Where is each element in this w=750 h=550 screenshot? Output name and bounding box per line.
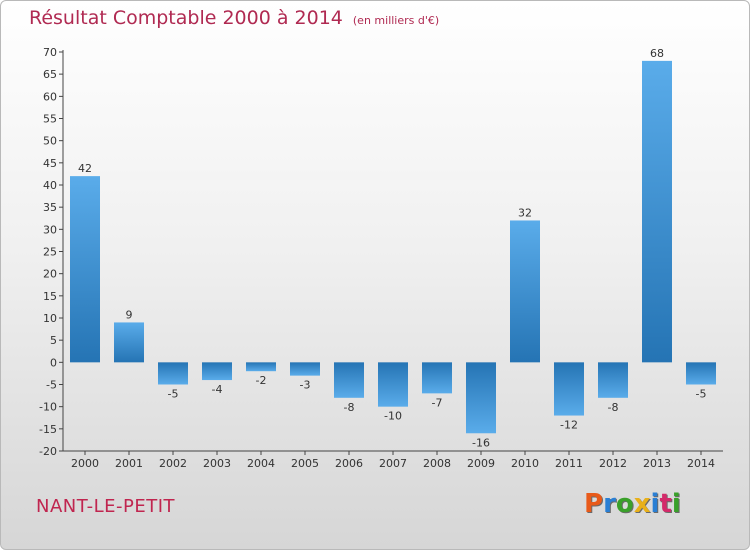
x-tick-label: 2014 xyxy=(687,457,715,470)
bar-2004 xyxy=(246,362,276,372)
data-label-2004: -2 xyxy=(256,374,267,387)
y-tick-label: 10 xyxy=(43,312,57,325)
data-label-2014: -5 xyxy=(696,388,707,401)
x-tick-label: 2010 xyxy=(511,457,539,470)
logo-letter: P xyxy=(584,489,604,519)
data-label-2001: 9 xyxy=(126,308,133,321)
bar-2003 xyxy=(202,362,232,381)
commune-name: NANT-LE-PETIT xyxy=(36,496,176,517)
x-tick-label: 2008 xyxy=(423,457,451,470)
logo-letter: i xyxy=(650,489,660,519)
data-label-2009: -16 xyxy=(472,436,490,449)
y-tick-label: 65 xyxy=(43,68,57,81)
bar-2001 xyxy=(114,322,144,363)
y-tick-label: 35 xyxy=(43,201,57,214)
x-tick-label: 2012 xyxy=(599,457,627,470)
bar-2012 xyxy=(598,362,628,398)
y-tick-label: 55 xyxy=(43,113,57,126)
logo-letter: r xyxy=(603,489,616,519)
x-tick-label: 2007 xyxy=(379,457,407,470)
data-label-2007: -10 xyxy=(384,410,402,423)
y-tick-label: -10 xyxy=(39,401,57,414)
x-tick-label: 2004 xyxy=(247,457,275,470)
bar-2006 xyxy=(334,362,364,398)
x-tick-label: 2009 xyxy=(467,457,495,470)
y-tick-label: -15 xyxy=(39,423,57,436)
data-label-2012: -8 xyxy=(608,401,619,414)
y-tick-label: -5 xyxy=(46,379,57,392)
y-tick-label: 0 xyxy=(50,356,57,369)
bar-2008 xyxy=(422,362,452,394)
logo-letter: o xyxy=(615,489,634,519)
x-tick-label: 2000 xyxy=(71,457,99,470)
x-tick-label: 2001 xyxy=(115,457,143,470)
data-label-2010: 32 xyxy=(518,206,532,219)
y-tick-label: 50 xyxy=(43,135,57,148)
data-label-2013: 68 xyxy=(650,47,664,60)
y-tick-label: 70 xyxy=(43,46,57,59)
logo-letter: x xyxy=(633,489,651,519)
y-tick-label: 15 xyxy=(43,290,57,303)
data-label-2006: -8 xyxy=(344,401,355,414)
bar-2014 xyxy=(686,362,716,385)
x-tick-label: 2011 xyxy=(555,457,583,470)
y-tick-label: 40 xyxy=(43,179,57,192)
bar-2010 xyxy=(510,220,540,363)
x-tick-label: 2003 xyxy=(203,457,231,470)
y-tick-label: 45 xyxy=(43,157,57,170)
y-tick-label: 60 xyxy=(43,90,57,103)
bar-2000 xyxy=(70,176,100,363)
y-tick-label: 30 xyxy=(43,223,57,236)
bar-2005 xyxy=(290,362,320,376)
bar-2002 xyxy=(158,362,188,385)
x-tick-label: 2005 xyxy=(291,457,319,470)
logo-letter: t xyxy=(659,489,672,519)
bar-2011 xyxy=(554,362,584,416)
data-label-2005: -3 xyxy=(300,379,311,392)
proxiti-logo: Proxiti xyxy=(584,489,681,519)
logo-letter: i xyxy=(671,489,681,519)
y-tick-label: -20 xyxy=(39,445,57,458)
chart-subtitle: (en milliers d'€) xyxy=(352,14,440,27)
x-tick-label: 2013 xyxy=(643,457,671,470)
bar-2007 xyxy=(378,362,408,407)
data-label-2008: -7 xyxy=(432,396,443,409)
x-tick-label: 2002 xyxy=(159,457,187,470)
y-tick-label: 25 xyxy=(43,246,57,259)
y-tick-label: 5 xyxy=(50,334,57,347)
x-tick-label: 2006 xyxy=(335,457,363,470)
data-label-2003: -4 xyxy=(212,383,223,396)
bar-2009 xyxy=(466,362,496,434)
data-label-2002: -5 xyxy=(168,388,179,401)
data-label-2000: 42 xyxy=(78,162,92,175)
bar-2013 xyxy=(642,60,672,363)
chart-title-text: Résultat Comptable 2000 à 2014 xyxy=(29,7,343,29)
data-label-2011: -12 xyxy=(560,419,578,432)
chart-title: Résultat Comptable 2000 à 2014 (en millie… xyxy=(29,7,439,29)
y-tick-label: 20 xyxy=(43,268,57,281)
